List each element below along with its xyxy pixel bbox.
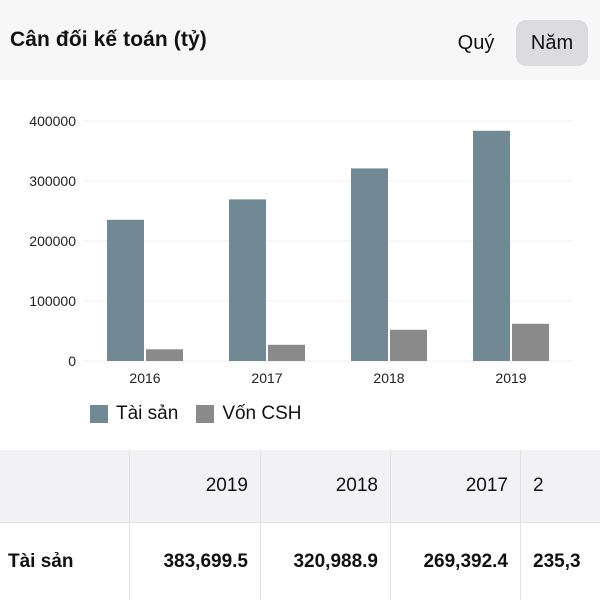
x-tick-label: 2016 [129, 370, 160, 386]
legend-label-von-csh: Vốn CSH [222, 403, 302, 424]
x-tick-label: 2018 [373, 370, 404, 386]
legend-item-tai-san[interactable]: Tài sản [90, 403, 178, 425]
header-bar: Cân đối kế toán (tỷ) Quý Năm [0, 0, 600, 80]
bar-von-csh[interactable] [390, 329, 427, 361]
table-header-cell [0, 450, 130, 522]
table-header-cell: 2 [533, 475, 544, 496]
legend-item-von-csh[interactable]: Vốn CSH [196, 403, 302, 425]
table-cell: 320,988.9 [261, 523, 391, 600]
y-tick-label: 400000 [29, 113, 76, 129]
bar-tai-san[interactable] [473, 130, 510, 361]
period-tab-year[interactable]: Năm [516, 20, 588, 66]
legend-label-tai-san: Tài sản [116, 403, 179, 424]
x-tick-label: 2017 [251, 370, 282, 386]
y-tick-label: 100000 [29, 293, 76, 309]
bar-von-csh[interactable] [146, 349, 183, 361]
table-cell: 383,699.5 [130, 523, 261, 600]
period-tab-quarter[interactable]: Quý [457, 32, 495, 54]
bar-von-csh[interactable] [512, 323, 549, 361]
y-tick-label: 200000 [29, 233, 76, 249]
table-header-cell: 2018 [261, 450, 391, 522]
bar-tai-san[interactable] [229, 199, 266, 361]
table-cell: 269,392.4 [391, 523, 521, 600]
legend-swatch-tai-san [90, 405, 108, 423]
x-tick-label: 2019 [495, 370, 526, 386]
y-tick-label: 300000 [29, 173, 76, 189]
table-header-row: 2019 2018 2017 2 [0, 450, 600, 523]
page-title: Cân đối kế toán (tỷ) [10, 28, 207, 51]
table-cell: 235,3 [533, 550, 581, 572]
financial-table: 2019 2018 2017 2 Tài sản 383,699.5 320,9… [0, 450, 600, 600]
table-header-cell: 2019 [130, 450, 261, 522]
bar-tai-san[interactable] [351, 168, 388, 361]
bar-chart-svg: 0 100000 200000 300000 400000 2016 2017 2018 201… [29, 113, 572, 386]
table-header-cell: 2017 [391, 450, 521, 522]
table-row[interactable]: Tài sản 383,699.5 320,988.9 269,392.4 23… [0, 523, 600, 600]
y-tick-label: 0 [68, 353, 76, 369]
table-row-label: Tài sản [0, 523, 130, 600]
legend-swatch-von-csh [196, 405, 215, 423]
bar-tai-san[interactable] [107, 219, 144, 361]
balance-sheet-chart: 0 100000 200000 300000 400000 2016 2017 2018 201… [0, 80, 600, 450]
bar-von-csh[interactable] [268, 344, 305, 361]
chart-legend: Tài sản Vốn CSH [90, 400, 320, 428]
